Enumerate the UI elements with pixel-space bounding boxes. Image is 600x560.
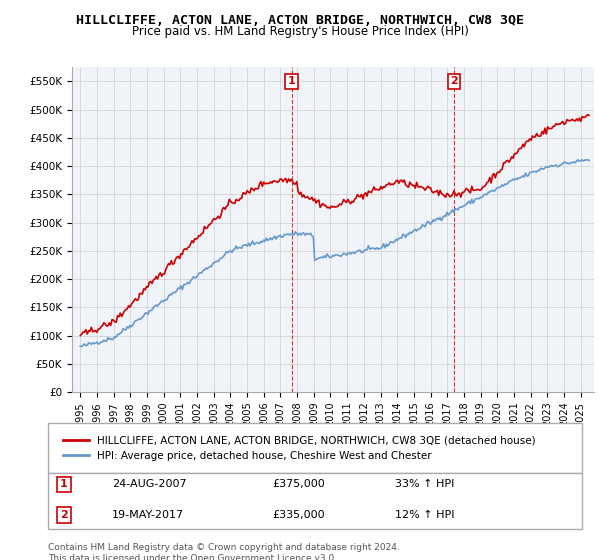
- Text: 12% ↑ HPI: 12% ↑ HPI: [395, 510, 455, 520]
- Text: 2: 2: [60, 510, 68, 520]
- Text: £375,000: £375,000: [272, 479, 325, 489]
- Text: £335,000: £335,000: [272, 510, 325, 520]
- Text: 33% ↑ HPI: 33% ↑ HPI: [395, 479, 454, 489]
- Text: 1: 1: [288, 76, 295, 86]
- Text: Contains HM Land Registry data © Crown copyright and database right 2024.
This d: Contains HM Land Registry data © Crown c…: [48, 543, 400, 560]
- Text: HILLCLIFFE, ACTON LANE, ACTON BRIDGE, NORTHWICH, CW8 3QE: HILLCLIFFE, ACTON LANE, ACTON BRIDGE, NO…: [76, 14, 524, 27]
- Text: 1: 1: [60, 479, 68, 489]
- Legend: HILLCLIFFE, ACTON LANE, ACTON BRIDGE, NORTHWICH, CW8 3QE (detached house), HPI: : HILLCLIFFE, ACTON LANE, ACTON BRIDGE, NO…: [59, 431, 540, 465]
- Text: 24-AUG-2007: 24-AUG-2007: [112, 479, 187, 489]
- Text: Price paid vs. HM Land Registry's House Price Index (HPI): Price paid vs. HM Land Registry's House …: [131, 25, 469, 38]
- Text: 2: 2: [451, 76, 458, 86]
- Text: 19-MAY-2017: 19-MAY-2017: [112, 510, 184, 520]
- FancyBboxPatch shape: [48, 473, 582, 529]
- FancyBboxPatch shape: [48, 423, 582, 473]
